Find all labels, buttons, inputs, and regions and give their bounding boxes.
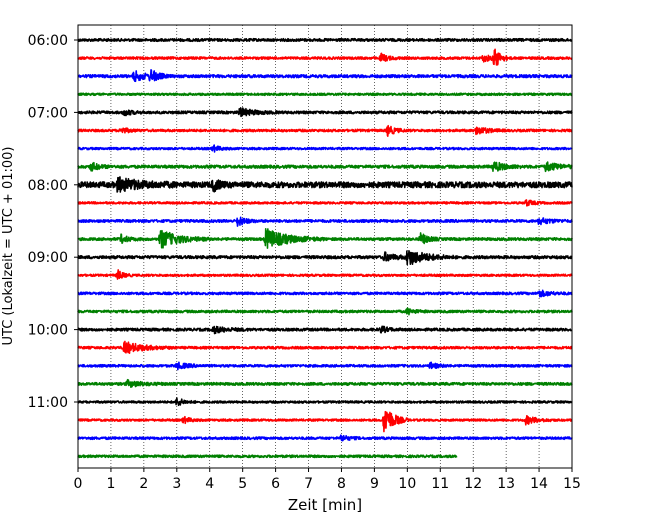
x-tick-label: 11 <box>431 476 449 492</box>
trace-1030 <box>77 361 573 371</box>
x-tick-label: 14 <box>530 476 548 492</box>
trace-0815 <box>77 199 573 207</box>
trace-0745 <box>77 161 573 173</box>
trace-lines <box>77 37 573 459</box>
trace-0700 <box>77 107 573 118</box>
x-tick-label: 6 <box>271 476 280 492</box>
trace-1015 <box>77 340 573 354</box>
trace-0900 <box>77 249 573 266</box>
trace-1045 <box>77 378 573 389</box>
x-tick-label: 5 <box>238 476 247 492</box>
y-tick-label: 09:00 <box>28 250 68 266</box>
x-axis-label: Zeit [min] <box>288 496 362 514</box>
x-tick-label: 9 <box>370 476 379 492</box>
trace-0830 <box>77 216 573 227</box>
trace-0800 <box>77 176 573 193</box>
trace-0945 <box>77 307 573 316</box>
x-tick-label: 7 <box>304 476 313 492</box>
trace-1115 <box>77 410 573 433</box>
x-tick-label: 0 <box>74 476 83 492</box>
trace-1000 <box>77 325 573 335</box>
trace-0730 <box>77 144 573 153</box>
x-tick-label: 4 <box>205 476 214 492</box>
trace-0930 <box>77 289 573 298</box>
trace-0600 <box>77 37 573 43</box>
x-tick-label: 1 <box>106 476 115 492</box>
trace-0715 <box>77 124 573 137</box>
y-tick-label: 08:00 <box>28 178 68 194</box>
plot-frame <box>77 24 573 469</box>
trace-0915 <box>77 269 573 280</box>
x-axis-ticks: 0 1 2 3 4 5 6 7 8 9 10 11 12 13 14 15 <box>74 468 581 492</box>
trace-1100 <box>77 397 573 407</box>
trace-0630 <box>77 69 573 83</box>
trace-1145 <box>77 454 458 459</box>
x-tick-label: 2 <box>139 476 148 492</box>
y-tick-label: 07:00 <box>28 105 68 121</box>
x-tick-label: 15 <box>563 476 581 492</box>
trace-0645 <box>77 92 573 97</box>
y-tick-label: 06:00 <box>28 33 68 49</box>
y-axis-label: UTC (Lokalzeit = UTC + 01:00) <box>1 147 16 346</box>
x-tick-label: 12 <box>464 476 482 492</box>
y-axis-ticks: 06:00 07:00 08:00 09:00 10:00 11:00 <box>28 33 78 411</box>
y-tick-label: 11:00 <box>28 395 68 411</box>
grid-lines <box>110 25 540 468</box>
trace-1130 <box>77 434 573 442</box>
x-tick-label: 13 <box>497 476 515 492</box>
x-tick-label: 10 <box>398 476 416 492</box>
trace-0845 <box>77 228 573 249</box>
y-tick-label: 10:00 <box>28 323 68 339</box>
x-tick-label: 3 <box>172 476 181 492</box>
x-tick-label: 8 <box>337 476 346 492</box>
trace-0615 <box>77 48 573 66</box>
